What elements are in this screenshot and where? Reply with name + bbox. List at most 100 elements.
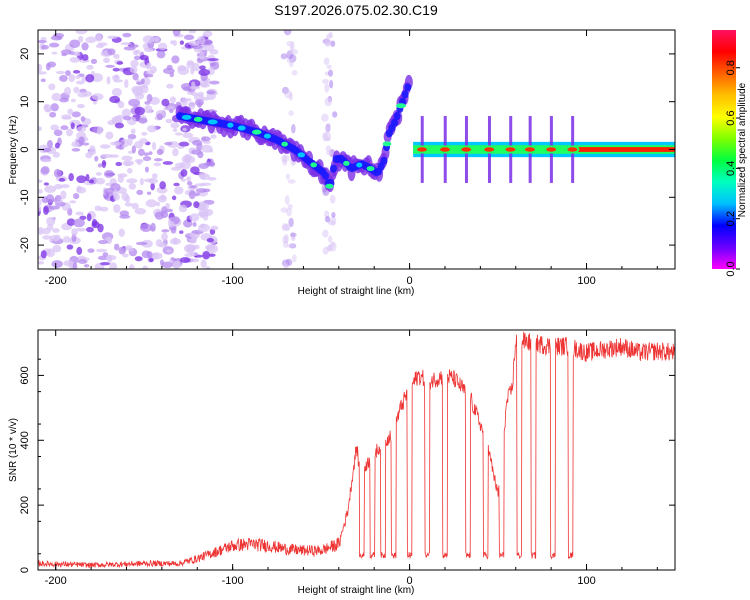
noise-speckle [52,228,60,233]
noise-speckle [77,259,88,264]
noise-speckle [101,154,114,158]
snr-ytick-label: 0 [19,567,31,573]
ridge-core [252,129,262,135]
noise-speckle [85,74,95,83]
noise-speckle [131,202,139,210]
noise-stripe [280,207,289,213]
noise-speckle [60,125,69,131]
noise-speckle [103,170,115,178]
noise-speckle [90,58,98,64]
noise-speckle [75,80,85,85]
noise-speckle [46,216,56,226]
noise-speckle [81,42,89,51]
noise-stripe [325,123,330,133]
noise-speckle [199,223,206,229]
noise-speckle [113,53,120,59]
snr-xtick-label: -200 [45,575,67,587]
noise-speckle [75,30,88,35]
noise-speckle [60,184,70,189]
noise-speckle [151,173,158,179]
noise-speckle [121,155,133,161]
noise-speckle [115,161,123,167]
noise-speckle [60,190,67,200]
noise-speckle [161,206,168,214]
colorbar-tick-label: 0.0 [725,261,737,276]
noise-stripe [291,254,297,263]
noise-speckle [75,211,84,216]
noise-speckle [192,139,203,146]
spectrogram-xlabel: Height of straight line (km) [298,286,415,297]
noise-speckle [97,255,109,261]
noise-stripe [327,235,333,244]
noise-speckle [177,64,187,72]
noise-speckle [95,44,105,49]
snr-ytick-label: 400 [19,431,31,449]
snr-axes: -200 -100 0 100 0 200 400 600 [19,330,675,587]
noise-speckle [171,195,177,201]
noise-speckle [103,187,116,194]
noise-speckle [61,116,72,120]
noise-speckle [183,153,192,162]
noise-stripe [282,159,288,166]
noise-speckle [166,208,173,213]
noise-stripe [280,53,288,60]
noise-speckle [201,144,213,153]
noise-speckle [209,48,219,55]
noise-speckle [144,166,149,173]
noise-speckle [91,93,104,101]
noise-speckle [136,159,142,165]
noise-speckle [91,221,100,229]
colorbar-tick-label: 0.6 [725,110,737,125]
noise-speckle [129,264,135,269]
noise-speckle [40,78,46,83]
noise-speckle [168,221,175,228]
noise-speckle [142,35,155,44]
noise-speckle [122,115,132,121]
noise-speckle [53,168,62,178]
noise-stripe [324,97,332,107]
noise-stripe [322,131,328,142]
noise-stripe [322,78,329,84]
noise-speckle [126,178,138,184]
ridge-core [181,114,192,120]
noise-speckle [77,103,85,109]
ridge-core [297,152,306,158]
noise-speckle [95,177,106,185]
noise-speckle [161,261,173,269]
noise-speckle [196,36,206,45]
noise-speckle [156,186,168,194]
noise-speckle [51,51,58,55]
noise-speckle [154,211,164,220]
noise-speckle [41,44,50,50]
noise-speckle [64,86,72,96]
noise-speckle [38,179,43,184]
noise-speckle [183,34,195,40]
noise-speckle [122,253,129,258]
noise-speckle [38,189,43,194]
noise-speckle [156,50,166,59]
noise-speckle [109,262,118,269]
noise-speckle [107,48,116,56]
noise-speckle [202,30,213,38]
noise-speckle [38,40,48,44]
noise-speckle [97,163,102,168]
noise-speckle [120,138,129,148]
noise-speckle [179,230,184,234]
spectrogram-xtick-label: -200 [45,275,67,287]
noise-stripe [291,69,298,76]
noise-speckle [106,254,113,264]
noise-speckle [76,246,83,255]
noise-speckle [180,169,188,177]
noise-speckle [126,137,133,146]
snr-xtick-label: -100 [222,575,244,587]
noise-speckle [151,141,157,151]
noise-speckle [124,79,129,89]
colorbar-gradient [712,30,736,269]
noise-speckle [144,73,154,78]
noise-speckle [168,259,174,263]
noise-stripe [284,195,290,205]
noise-speckle [38,71,47,75]
noise-speckle [52,244,62,253]
noise-speckle [146,251,153,258]
noise-speckle [130,59,139,68]
